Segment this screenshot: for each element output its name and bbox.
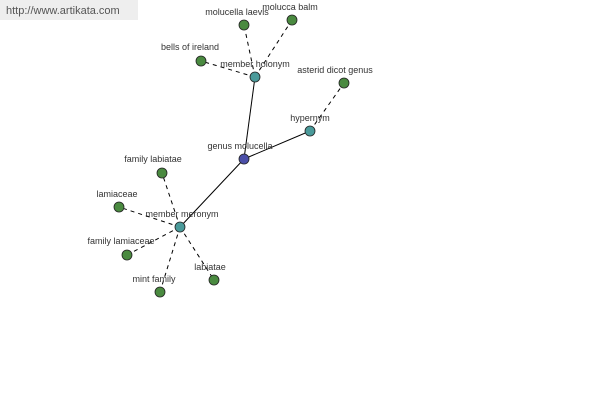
edge (243, 76, 256, 160)
node (249, 71, 261, 83)
edge (161, 172, 181, 228)
watermark: http://www.artikata.com (6, 5, 120, 17)
node-label: bells of ireland (161, 42, 219, 52)
node (195, 55, 207, 67)
node (174, 221, 186, 233)
node-label: hypernym (290, 113, 330, 123)
node-label: member holonym (220, 59, 290, 69)
edge (200, 60, 256, 78)
node-label: member meronym (145, 209, 218, 219)
node (113, 201, 125, 213)
node (304, 125, 316, 137)
node-label: mint family (132, 274, 176, 284)
node (121, 249, 133, 261)
node (286, 14, 298, 26)
node (238, 153, 250, 165)
node-label: genus molucella (207, 141, 272, 151)
edge (179, 226, 215, 281)
node-label: asterid dicot genus (297, 65, 373, 75)
edge (254, 19, 293, 78)
edge (118, 206, 181, 228)
edge (159, 226, 181, 293)
node-label: lamiaceae (96, 189, 137, 199)
node (156, 167, 168, 179)
edge (243, 130, 311, 160)
node-label: family lamiaceae (87, 236, 154, 246)
node-label: family labiatae (124, 154, 182, 164)
node (238, 19, 250, 31)
watermark-bg (0, 0, 138, 20)
edge (126, 226, 181, 256)
node (208, 274, 220, 286)
node (154, 286, 166, 298)
edge (309, 82, 345, 132)
edge (243, 24, 256, 78)
node (338, 77, 350, 89)
node-label: molucella laevis (205, 7, 269, 17)
node-label: molucca balm (262, 2, 318, 12)
node-label: labiatae (194, 262, 226, 272)
edge (179, 158, 245, 228)
